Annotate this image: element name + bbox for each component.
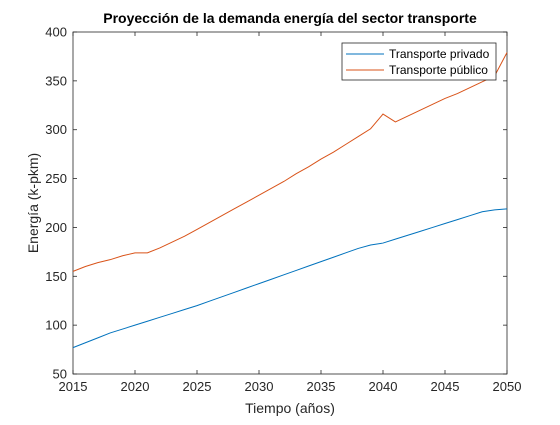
x-tick-label: 2045 (431, 379, 460, 394)
y-tick-label: 250 (45, 171, 67, 186)
x-tick-label: 2025 (183, 379, 212, 394)
y-tick-label: 300 (45, 122, 67, 137)
x-tick-label: 2020 (121, 379, 150, 394)
y-tick-label: 100 (45, 318, 67, 333)
legend-label-1: Transporte público (389, 63, 488, 77)
x-axis-label: Tiempo (años) (245, 400, 335, 416)
x-tick-label: 2030 (245, 379, 274, 394)
y-tick-label: 150 (45, 269, 67, 284)
x-tick-label: 2050 (493, 379, 522, 394)
chart-title: Proyección de la demanda energía del sec… (103, 10, 477, 26)
legend-label-0: Transporte privado (389, 47, 490, 61)
y-tick-label: 400 (45, 25, 67, 40)
y-axis-label: Energía (k-pkm) (25, 153, 41, 253)
series-line-0 (72, 208, 508, 349)
y-axis: 50 100 150 200 250 300 350 400 (45, 25, 507, 382)
x-tick-label: 2035 (307, 379, 336, 394)
series-line-1 (72, 52, 508, 272)
y-tick-label: 350 (45, 73, 67, 88)
plot-frame (72, 31, 508, 375)
x-tick-label: 2040 (369, 379, 398, 394)
plot-area (72, 31, 508, 375)
x-tick-label: 2015 (59, 379, 88, 394)
series-layer (72, 52, 508, 349)
y-tick-label: 200 (45, 220, 67, 235)
legend-box (341, 42, 497, 81)
x-axis: 2015 2020 2025 2030 2035 2040 2045 2050 (59, 32, 522, 394)
y-tick-label: 50 (53, 367, 67, 382)
legend: Transporte privado Transporte público (341, 42, 497, 81)
